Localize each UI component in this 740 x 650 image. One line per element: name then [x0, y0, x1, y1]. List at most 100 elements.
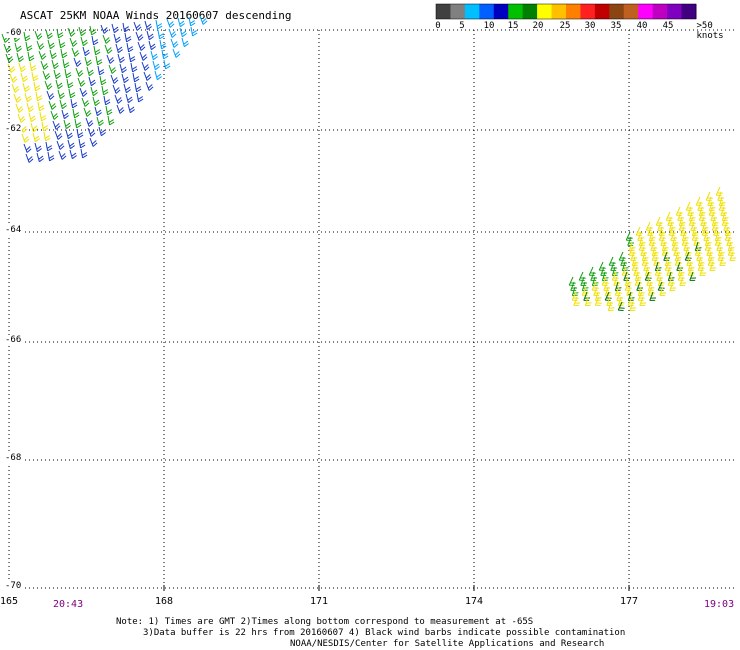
wind-barb — [14, 42, 22, 53]
wind-barb — [75, 67, 84, 77]
wind-barb — [625, 231, 633, 241]
wind-barb — [80, 148, 88, 159]
lat-label-62: -62 — [4, 124, 23, 134]
wind-barb — [21, 133, 30, 143]
wind-barb — [133, 21, 142, 31]
wind-barb — [148, 40, 156, 51]
wind-barb — [188, 16, 196, 27]
wind-barb — [61, 109, 69, 120]
wind-barb — [17, 113, 26, 123]
wind-barb — [664, 261, 672, 271]
wind-barb — [161, 49, 169, 60]
wind-barb — [68, 88, 76, 99]
wind-barb — [50, 110, 59, 120]
wind-barb — [689, 271, 697, 281]
wind-barb — [95, 55, 103, 66]
wind-barb — [40, 60, 49, 70]
legend-label-35: 35 — [610, 21, 622, 31]
wind-barb — [73, 57, 82, 67]
wind-barb — [23, 143, 32, 153]
wind-barb — [71, 47, 80, 57]
wind-barb — [35, 91, 43, 102]
lat-label-60: -60 — [4, 28, 23, 38]
wind-barb — [677, 271, 685, 281]
wind-barb — [31, 71, 39, 82]
wind-barb — [604, 291, 612, 301]
wind-barb — [89, 25, 97, 36]
wind-barb — [55, 79, 63, 90]
wind-barb — [141, 61, 150, 71]
wind-barb — [644, 271, 652, 281]
wind-barb — [83, 107, 92, 117]
legend-label-15: 15 — [507, 21, 519, 31]
wind-barb — [101, 85, 109, 96]
legend-swatch — [450, 4, 466, 19]
legend-swatch — [566, 4, 581, 19]
legend-swatch — [522, 4, 538, 19]
wind-barb — [84, 56, 92, 67]
wind-barb — [33, 81, 41, 92]
wind-barb — [56, 140, 65, 150]
wind-barb — [654, 266, 662, 276]
wind-barb — [614, 286, 622, 296]
wind-barb — [103, 95, 111, 106]
wind-barb — [727, 246, 735, 256]
wind-barb — [90, 86, 98, 97]
wind-barb — [99, 75, 107, 86]
wind-barb — [721, 216, 729, 226]
wind-barb — [150, 50, 158, 61]
wind-barb — [54, 130, 63, 140]
wind-barb — [63, 119, 71, 130]
wind-barb — [18, 62, 26, 73]
wind-barb — [36, 152, 44, 163]
legend-swatch — [436, 4, 451, 19]
wind-barb — [88, 76, 96, 87]
wind-barb — [718, 201, 726, 211]
wind-barb — [627, 296, 635, 306]
legend-label-0: 0 — [435, 21, 441, 31]
lon-label-177: 177 — [619, 596, 639, 607]
wind-barb — [58, 38, 66, 49]
wind-barb — [98, 126, 106, 137]
wind-barb — [571, 291, 579, 301]
wind-barb — [667, 276, 675, 286]
wind-barb — [27, 51, 35, 62]
wind-barb — [52, 120, 61, 130]
wind-barb — [143, 71, 152, 81]
legend-label-45: 45 — [662, 21, 674, 31]
wind-barb — [127, 103, 135, 114]
lon-label-174: 174 — [464, 596, 484, 607]
wind-barb — [34, 142, 42, 153]
wind-barb — [181, 37, 189, 48]
wind-barb — [618, 251, 626, 261]
wind-barb — [34, 30, 43, 40]
wind-barb — [697, 261, 705, 271]
wind-barb — [26, 102, 34, 113]
wind-barb — [611, 271, 619, 281]
wind-barb — [665, 211, 673, 221]
legend-swatch — [623, 4, 639, 19]
wind-barb — [698, 211, 706, 221]
wind-barb — [170, 38, 179, 48]
lon-label-165: 165 — [0, 596, 19, 607]
wind-barb — [146, 30, 154, 41]
legend-label-40: 40 — [636, 21, 648, 31]
legend-swatch — [580, 4, 596, 19]
wind-barb — [675, 206, 683, 216]
wind-barb — [67, 27, 76, 37]
wind-barb — [102, 34, 111, 44]
wind-barb — [584, 296, 592, 307]
wind-barb — [77, 77, 86, 87]
legend-swatch — [508, 4, 524, 19]
wind-barb — [708, 206, 716, 216]
wind-barb — [152, 60, 160, 71]
legend-swatch — [652, 4, 668, 19]
wind-barb — [657, 281, 665, 291]
wind-barb — [678, 221, 686, 231]
wind-barb — [5, 53, 14, 63]
wind-barb — [166, 18, 175, 28]
wind-barb — [64, 68, 72, 79]
legend-swatch — [551, 4, 567, 19]
pass-time-left: 20:43 — [53, 599, 84, 610]
